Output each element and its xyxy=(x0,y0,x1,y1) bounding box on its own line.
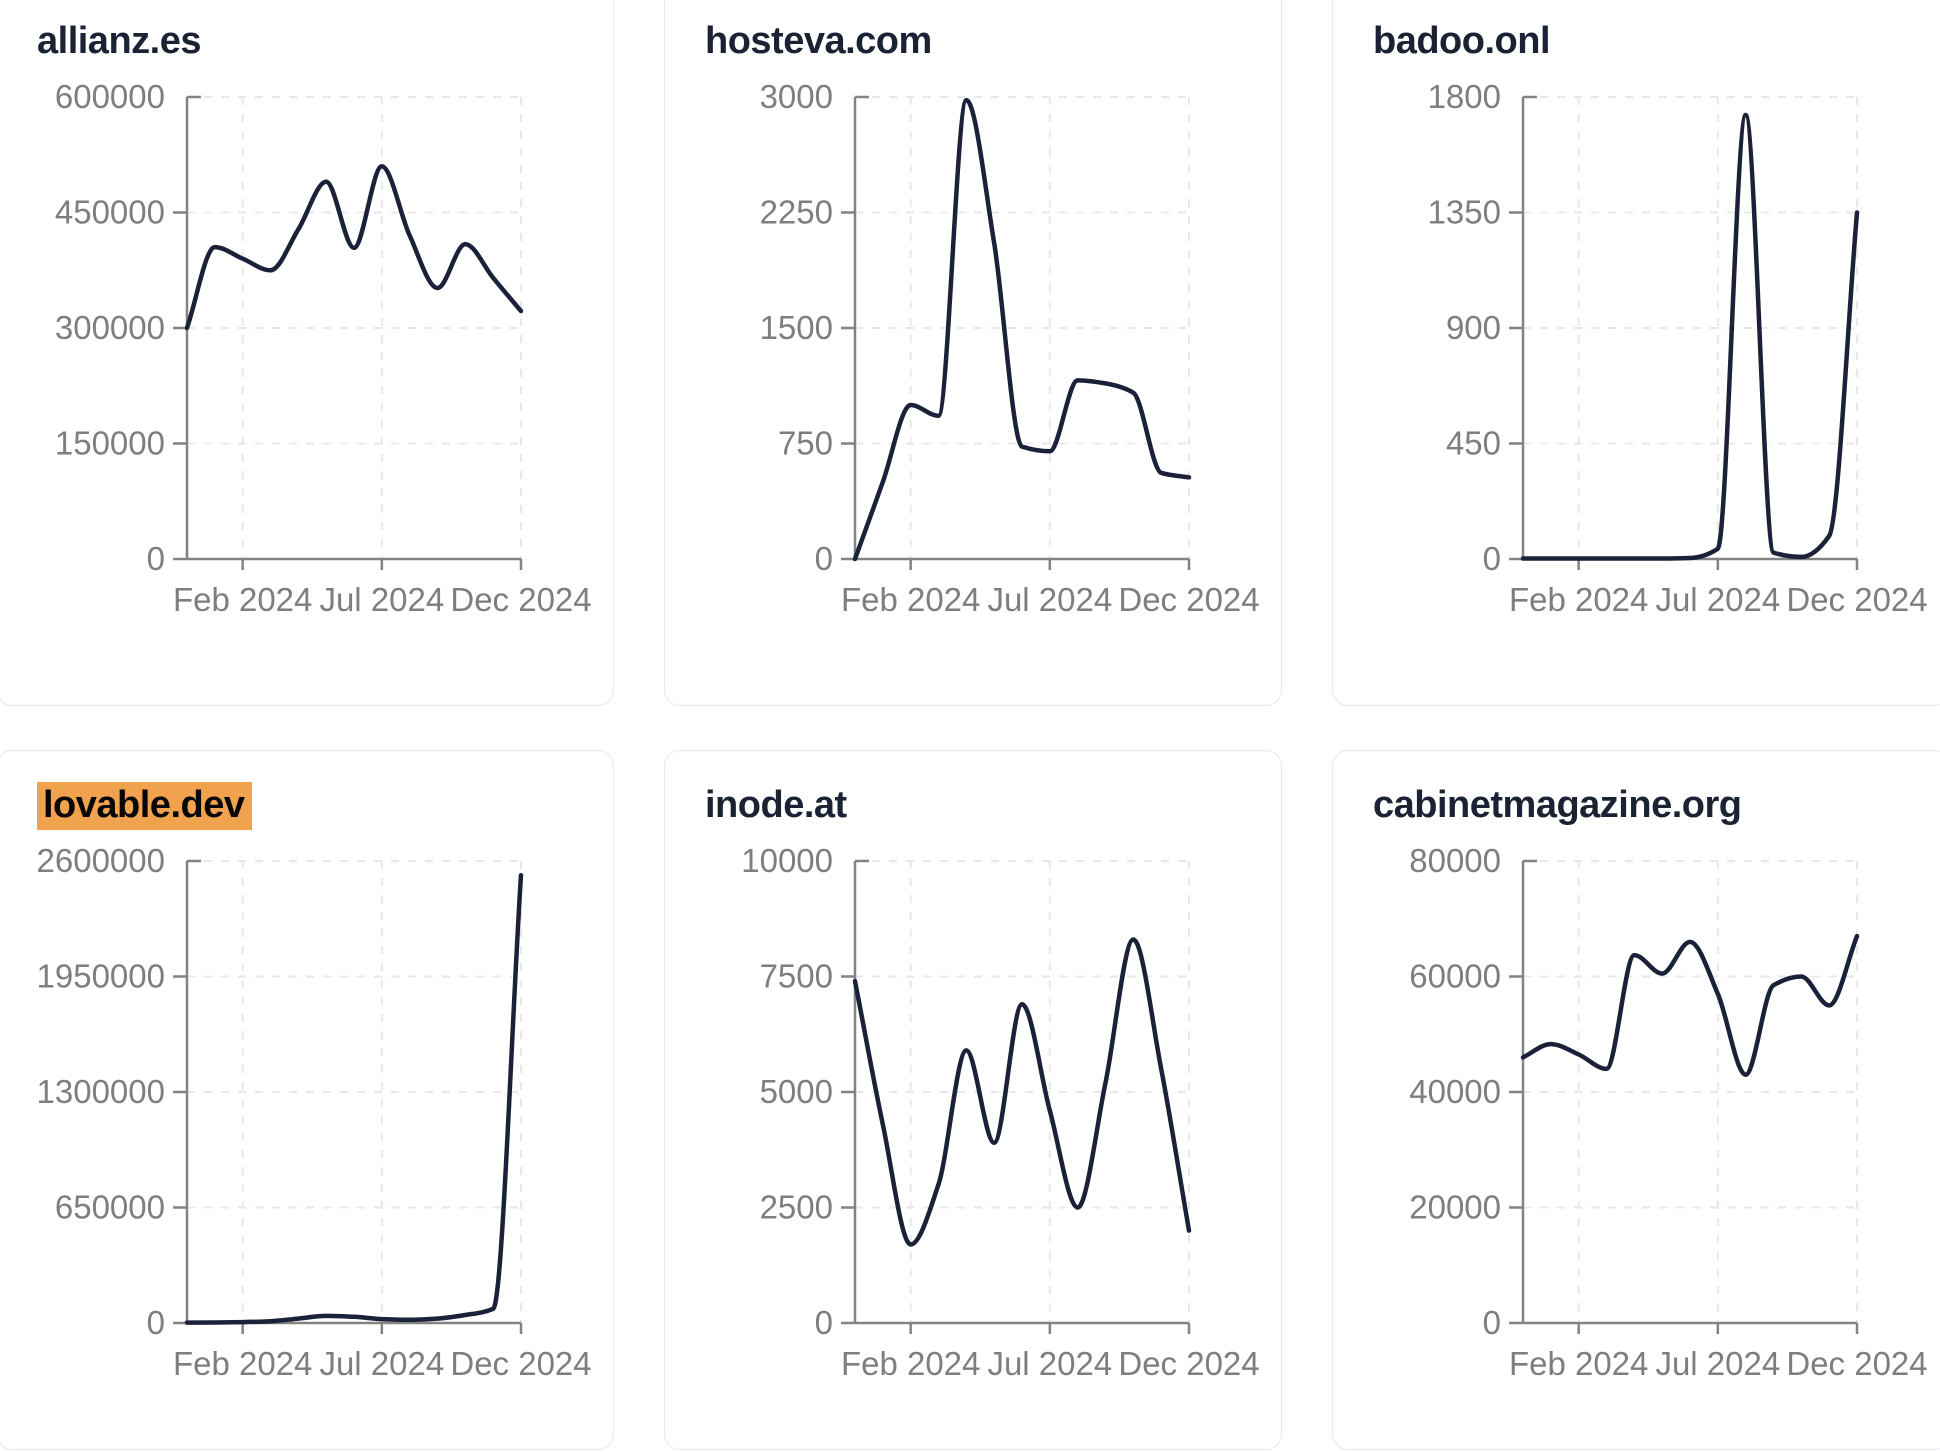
domain-card-inode: inode.at 0 2500 5000 7500 10000 Feb 2024 Jul 2… xyxy=(664,750,1282,1450)
domain-card-hosteva: hosteva.com 0 750 1500 2250 3000 Feb 2024 Jul … xyxy=(664,0,1282,706)
y-tick-label: 5000 xyxy=(760,1073,833,1110)
card-title: hosteva.com xyxy=(705,21,1281,61)
y-tick-label: 20000 xyxy=(1409,1189,1501,1226)
y-tick-label: 150000 xyxy=(55,425,165,462)
y-tick-label: 7500 xyxy=(760,958,833,995)
y-tick-label: 0 xyxy=(1483,540,1501,577)
x-tick-label: Feb 2024 xyxy=(841,581,980,618)
y-tick-label: 0 xyxy=(815,1304,833,1341)
y-tick-label: 0 xyxy=(147,540,165,577)
y-tick-label: 2600000 xyxy=(37,842,165,879)
y-tick-label: 750 xyxy=(778,425,833,462)
x-tick-label: Dec 2024 xyxy=(1786,581,1927,618)
card-title: allianz.es xyxy=(37,21,613,61)
x-tick-label: Feb 2024 xyxy=(173,581,312,618)
y-tick-label: 2250 xyxy=(760,194,833,231)
x-tick-label: Feb 2024 xyxy=(841,1345,980,1382)
traffic-line-chart: 0 650000 1300000 1950000 2600000 Feb 2024 Jul … xyxy=(37,842,592,1382)
x-tick-label: Dec 2024 xyxy=(1786,1345,1927,1382)
x-tick-label: Jul 2024 xyxy=(1655,1345,1780,1382)
domain-name: inode.at xyxy=(705,784,847,826)
y-tick-label: 40000 xyxy=(1409,1073,1501,1110)
x-tick-label: Dec 2024 xyxy=(1118,581,1259,618)
y-tick-label: 650000 xyxy=(55,1189,165,1226)
y-tick-label: 300000 xyxy=(55,309,165,346)
x-tick-label: Feb 2024 xyxy=(173,1345,312,1382)
y-tick-label: 1800 xyxy=(1428,78,1501,115)
y-tick-label: 450 xyxy=(1446,425,1501,462)
traffic-series-line xyxy=(184,164,524,331)
y-tick-label: 1500 xyxy=(760,309,833,346)
x-tick-label: Jul 2024 xyxy=(1655,581,1780,618)
card-title: cabinetmagazine.org xyxy=(1373,785,1940,825)
y-tick-label: 1950000 xyxy=(37,958,165,995)
x-tick-label: Dec 2024 xyxy=(450,581,591,618)
card-title: lovable.dev xyxy=(37,782,613,830)
card-title: badoo.onl xyxy=(1373,21,1940,61)
y-tick-label: 3000 xyxy=(760,78,833,115)
x-tick-label: Jul 2024 xyxy=(987,1345,1112,1382)
domain-name: allianz.es xyxy=(37,20,201,62)
y-tick-label: 450000 xyxy=(55,194,165,231)
x-tick-label: Feb 2024 xyxy=(1509,581,1648,618)
domain-name-highlighted: lovable.dev xyxy=(37,782,253,830)
domain-card-cabinetmagazine: cabinetmagazine.org 0 20000 40000 60000 8000… xyxy=(1332,750,1940,1450)
y-tick-label: 10000 xyxy=(741,842,833,879)
y-tick-label: 60000 xyxy=(1409,958,1501,995)
traffic-line-chart: 0 2500 5000 7500 10000 Feb 2024 Jul 2024 Dec 20… xyxy=(741,842,1259,1382)
x-tick-label: Jul 2024 xyxy=(319,1345,444,1382)
y-tick-label: 2500 xyxy=(760,1189,833,1226)
y-tick-label: 600000 xyxy=(55,78,165,115)
y-tick-label: 0 xyxy=(815,540,833,577)
y-tick-label: 1350 xyxy=(1428,194,1501,231)
y-tick-label: 0 xyxy=(147,1304,165,1341)
traffic-series-line xyxy=(852,937,1192,1247)
domain-name: cabinetmagazine.org xyxy=(1373,784,1742,826)
traffic-line-chart: 0 20000 40000 60000 80000 Feb 2024 Jul 2024 Dec… xyxy=(1409,842,1927,1382)
traffic-line-chart: 0 750 1500 2250 3000 Feb 2024 Jul 2024 Dec 2024 xyxy=(760,78,1260,618)
traffic-line-chart: 0 450 900 1350 1800 Feb 2024 Jul 2024 Dec 2024 xyxy=(1428,78,1928,618)
traffic-series-line xyxy=(852,97,1192,562)
y-tick-label: 0 xyxy=(1483,1304,1501,1341)
domain-card-allianz: allianz.es 0 150000 300000 450000 600000 Feb … xyxy=(0,0,614,706)
y-tick-label: 1300000 xyxy=(37,1073,165,1110)
x-tick-label: Dec 2024 xyxy=(1118,1345,1259,1382)
x-tick-label: Feb 2024 xyxy=(1509,1345,1648,1382)
card-title: inode.at xyxy=(705,785,1281,825)
y-tick-label: 80000 xyxy=(1409,842,1501,879)
domain-card-lovable: lovable.dev 0 650000 1300000 1950000 2600000… xyxy=(0,750,614,1450)
x-tick-label: Jul 2024 xyxy=(319,581,444,618)
domain-name: badoo.onl xyxy=(1373,20,1551,62)
x-tick-label: Dec 2024 xyxy=(450,1345,591,1382)
x-tick-label: Jul 2024 xyxy=(987,581,1112,618)
y-tick-label: 900 xyxy=(1446,309,1501,346)
domain-card-badoo: badoo.onl 0 450 900 1350 1800 Feb 2024 Jul 202… xyxy=(1332,0,1940,706)
traffic-series-line xyxy=(184,872,524,1325)
traffic-series-line xyxy=(1520,112,1860,561)
traffic-line-chart: 0 150000 300000 450000 600000 Feb 2024 Jul 202… xyxy=(55,78,592,618)
traffic-series-line xyxy=(1520,933,1860,1077)
domain-name: hosteva.com xyxy=(705,20,932,62)
